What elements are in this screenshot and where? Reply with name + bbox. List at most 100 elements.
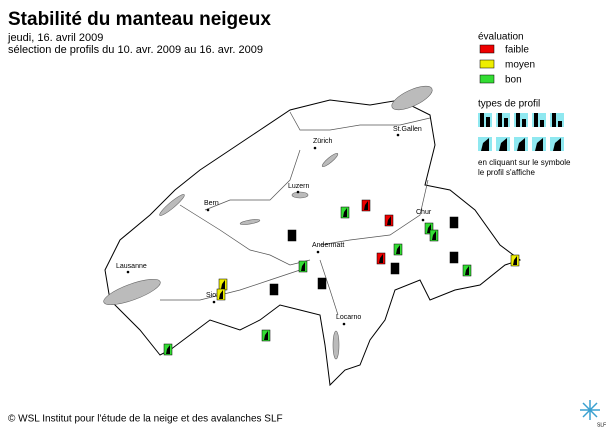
- type-glyph: [481, 138, 489, 151]
- city-dot: [126, 270, 130, 274]
- profile-markers: [163, 199, 520, 356]
- city-label: Chur: [416, 209, 432, 216]
- profile-marker[interactable]: [449, 251, 459, 264]
- logo-flake: [580, 400, 600, 420]
- river: [319, 259, 339, 316]
- river: [204, 149, 301, 211]
- city-label: Locarno: [336, 314, 361, 321]
- marker-glyph: [221, 280, 225, 289]
- city-dot: [212, 300, 216, 304]
- city-dot: [206, 208, 210, 212]
- city-dot: [342, 322, 346, 326]
- lake: [103, 278, 161, 306]
- legend-swatch: [479, 74, 495, 84]
- marker-glyph: [301, 262, 305, 271]
- lake: [332, 330, 340, 360]
- profile-marker[interactable]: [287, 229, 297, 242]
- legend-swatch: [479, 44, 495, 54]
- type-glyph: [552, 113, 562, 127]
- marker-glyph: [379, 254, 383, 263]
- lake: [321, 152, 339, 168]
- profile-marker[interactable]: [361, 199, 371, 212]
- lake: [291, 191, 309, 199]
- profile-marker[interactable]: [376, 252, 386, 265]
- map: Zürich St.Gallen Luzern Bern Chur Anderm…: [103, 85, 522, 387]
- cities: Zürich St.Gallen Luzern Bern Chur Anderm…: [116, 126, 432, 326]
- profile-marker[interactable]: [462, 264, 472, 277]
- title: Stabilité du manteau neigeux: [8, 9, 271, 30]
- river: [319, 179, 429, 246]
- type-glyph: [480, 113, 490, 127]
- type-glyph: [553, 138, 561, 151]
- profile-type-icons: [478, 113, 564, 151]
- rivers: [160, 111, 431, 316]
- marker-glyph: [432, 231, 436, 240]
- lake: [239, 219, 261, 225]
- city-label: Luzern: [288, 183, 310, 190]
- marker-glyph: [393, 264, 397, 273]
- legend-label: bon: [505, 75, 522, 86]
- marker-glyph: [396, 245, 400, 254]
- marker-glyph: [364, 201, 368, 210]
- logo-stroke: [582, 402, 598, 418]
- profile-marker[interactable]: [429, 229, 439, 242]
- city-label: Andermatt: [312, 242, 344, 249]
- lakes: [103, 85, 433, 360]
- profile-marker[interactable]: [218, 278, 228, 291]
- marker-glyph: [290, 231, 294, 240]
- legend-label: moyen: [505, 60, 535, 71]
- profile-marker[interactable]: [390, 262, 400, 275]
- river: [160, 269, 301, 301]
- type-glyph: [534, 113, 544, 127]
- city-label: Sion: [206, 292, 220, 299]
- profile-marker[interactable]: [384, 214, 394, 227]
- city-dot: [396, 133, 400, 137]
- profile-types-title: types de profil: [478, 99, 540, 110]
- profile-marker[interactable]: [269, 283, 279, 296]
- profile-marker[interactable]: [216, 288, 226, 301]
- city-label: Zürich: [313, 138, 333, 145]
- type-glyph: [517, 138, 525, 151]
- profile-marker[interactable]: [340, 206, 350, 219]
- river: [289, 111, 431, 131]
- type-glyph: [516, 113, 526, 127]
- legend-swatch: [479, 59, 495, 69]
- marker-glyph: [166, 345, 170, 354]
- note: en cliquant sur le symbole: [478, 158, 571, 167]
- selection: sélection de profils du 10. avr. 2009 au…: [8, 44, 263, 56]
- marker-glyph: [513, 256, 517, 265]
- marker-glyph: [272, 285, 276, 294]
- profile-marker[interactable]: [510, 254, 520, 267]
- lake: [159, 194, 185, 216]
- city-dot: [316, 250, 320, 254]
- marker-glyph: [264, 331, 268, 340]
- note: le profil s'affiche: [478, 168, 536, 177]
- legend-title: évaluation: [478, 32, 524, 43]
- city-label: St.Gallen: [393, 126, 422, 133]
- profile-marker[interactable]: [393, 243, 403, 256]
- type-glyph: [498, 113, 508, 127]
- profile-marker[interactable]: [317, 277, 327, 290]
- city-dot: [296, 190, 300, 194]
- river: [179, 204, 311, 266]
- marker-glyph: [387, 216, 391, 225]
- lake: [391, 85, 433, 111]
- marker-glyph: [465, 266, 469, 275]
- city-dot: [421, 218, 425, 222]
- marker-glyph: [343, 208, 347, 217]
- profile-marker[interactable]: [449, 216, 459, 229]
- marker-glyph: [452, 253, 456, 262]
- type-glyph: [535, 138, 543, 151]
- type-glyph: [499, 138, 507, 151]
- legend-label: faible: [505, 45, 529, 56]
- marker-glyph: [219, 290, 223, 299]
- profile-marker[interactable]: [261, 329, 271, 342]
- profile-marker[interactable]: [298, 260, 308, 273]
- marker-glyph: [452, 218, 456, 227]
- copyright: © WSL Institut pour l'étude de la neige …: [8, 414, 283, 425]
- city-dot: [313, 146, 317, 150]
- profile-marker[interactable]: [163, 343, 173, 356]
- date: jeudi, 16. avril 2009: [7, 32, 103, 44]
- marker-glyph: [320, 279, 324, 288]
